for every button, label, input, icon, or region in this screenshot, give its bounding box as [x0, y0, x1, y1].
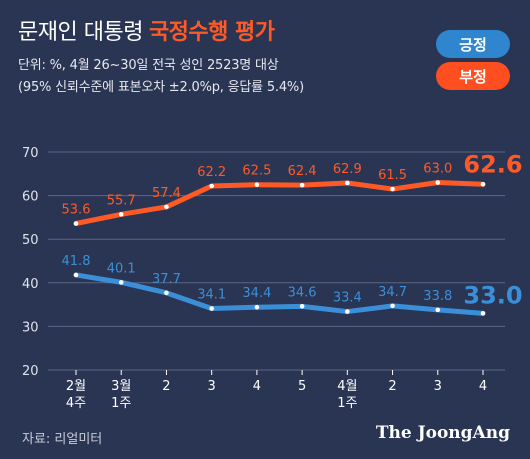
y-tick-label: 60: [22, 190, 39, 205]
data-label: 55.7: [107, 193, 136, 208]
data-point: [435, 307, 441, 313]
data-point: [299, 182, 305, 188]
data-label: 40.1: [107, 261, 136, 276]
data-label: 34.1: [197, 288, 226, 303]
y-tick-label: 70: [22, 146, 39, 161]
data-point: [73, 272, 79, 278]
y-tick-label: 30: [22, 320, 39, 335]
x-tick-label: 4: [253, 379, 261, 394]
x-tick-label: 3: [208, 379, 216, 394]
x-tick-label: 1주: [111, 396, 131, 411]
source-note: 자료: 리얼미터: [22, 432, 103, 447]
data-point: [390, 186, 395, 192]
x-tick-label: 4주: [66, 396, 86, 411]
data-label: 62.5: [242, 164, 271, 179]
y-tick-label: 20: [22, 364, 39, 379]
data-point: [254, 304, 260, 310]
data-label: 62.4: [288, 164, 317, 179]
data-point: [345, 180, 350, 186]
y-tick-label: 50: [22, 233, 39, 248]
data-label: 57.4: [152, 186, 181, 201]
title-part-1: 문재인 대통령: [18, 20, 143, 45]
x-tick-label: 5: [298, 379, 306, 394]
x-tick-label: 4: [479, 379, 487, 394]
data-label: 41.8: [62, 254, 91, 269]
data-label: 34.4: [242, 286, 271, 301]
data-point: [209, 183, 214, 189]
data-label: 33.4: [333, 291, 362, 306]
data-point: [164, 290, 169, 296]
data-point: [118, 212, 124, 217]
data-point: [345, 309, 350, 314]
data-point: [480, 311, 486, 316]
brand-logo: The JoongAng: [375, 423, 510, 443]
data-label: 62.6: [463, 150, 522, 178]
data-label: 37.7: [152, 272, 181, 287]
subtitle-line-1: 단위: %, 4월 26~30일 전국 성인 2523명 대상: [18, 58, 279, 73]
series-line-negative: [73, 180, 486, 227]
line-chart: 20 30 40 50 60 70 2월 4주 3월 1주 2 3 4 5 4월 1주 2 3 4 53.6 55.7 5…: [22, 146, 523, 411]
data-label: 53.6: [62, 203, 91, 218]
x-tick-label: 3: [434, 379, 442, 394]
data-point: [254, 182, 260, 187]
data-label: 62.9: [333, 162, 362, 177]
x-tick-label: 2: [388, 379, 396, 394]
data-label: 61.5: [378, 168, 407, 183]
subtitle-line-2: (95% 신뢰수준에 표본오차 ±2.0%p, 응답률 5.4%): [18, 80, 304, 95]
data-point: [435, 180, 441, 185]
data-point: [164, 204, 169, 210]
data-label: 33.8: [423, 289, 452, 304]
data-label: 63.0: [423, 162, 452, 177]
data-point: [73, 221, 79, 226]
data-label: 33.0: [463, 281, 522, 309]
data-label: 34.6: [288, 285, 317, 300]
x-tick-label: 2: [162, 379, 170, 394]
data-point: [480, 181, 486, 187]
data-point: [209, 306, 214, 311]
data-point: [390, 303, 395, 309]
x-tick-label: 1주: [337, 396, 357, 411]
legend-positive: 긍정: [436, 30, 510, 58]
x-tick-label: 3월: [111, 379, 131, 394]
x-tick-label: 2월: [66, 379, 86, 394]
x-tick-label: 4월: [337, 379, 357, 394]
data-label: 62.2: [197, 165, 226, 180]
series-line-positive: [73, 272, 486, 316]
data-label: 34.7: [378, 285, 407, 300]
y-tick-label: 40: [22, 277, 39, 292]
data-point: [299, 304, 305, 309]
chart-title: 문재인 대통령 국정수행 평가: [18, 14, 275, 46]
legend-negative: 부정: [436, 62, 510, 90]
title-part-2: 국정수행 평가: [148, 20, 275, 45]
data-point: [118, 280, 124, 285]
